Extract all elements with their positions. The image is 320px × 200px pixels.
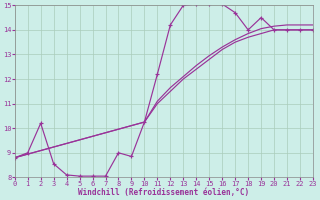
X-axis label: Windchill (Refroidissement éolien,°C): Windchill (Refroidissement éolien,°C) (78, 188, 249, 197)
